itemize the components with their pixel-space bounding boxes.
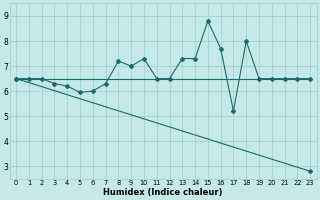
X-axis label: Humidex (Indice chaleur): Humidex (Indice chaleur) <box>103 188 223 197</box>
